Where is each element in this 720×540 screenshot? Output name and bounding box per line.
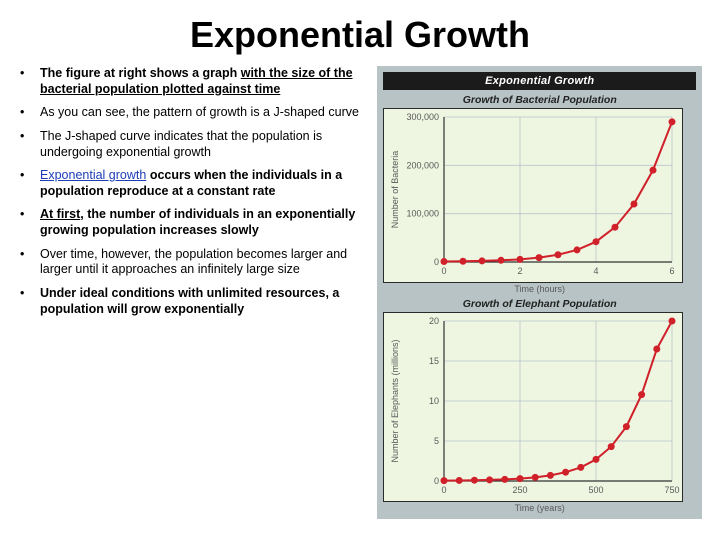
charts-holder: Growth of Bacterial Population0100,00020… [383,94,696,513]
chart-marker [517,475,524,482]
bullet-text: Under ideal conditions with unlimited re… [40,286,369,317]
chart-marker [517,256,524,263]
chart-marker [532,474,539,481]
bullet-item: •Exponential growth occurs when the indi… [18,168,369,199]
svg-text:100,000: 100,000 [407,209,440,219]
chart-block: Growth of Elephant Population 0 5 10 15 20 0 25… [383,298,696,513]
bullet-dot: • [18,247,40,278]
chart-marker [498,257,505,264]
bullet-list: •The figure at right shows a graph with … [18,66,369,519]
svg-text:10: 10 [429,396,439,406]
chart-marker [547,472,554,479]
bullet-dot: • [18,105,40,121]
chart-marker [669,318,676,325]
svg-text:20: 20 [429,316,439,326]
chart-line [444,122,672,262]
svg-text:0: 0 [434,476,439,486]
svg-text:6: 6 [670,266,675,276]
chart-marker [487,476,494,483]
bullet-text: As you can see, the pattern of growth is… [40,105,369,121]
chart-marker [456,477,463,484]
svg-text:0: 0 [434,257,439,267]
svg-text:300,000: 300,000 [407,112,440,122]
slide: Exponential Growth •The figure at right … [0,0,720,540]
bullet-dot: • [18,286,40,317]
svg-text:750: 750 [665,485,680,495]
chart-svg: 0 100,000 200,000 300,000 0 2 4 6 Number of Bact… [384,109,684,284]
svg-text:15: 15 [429,356,439,366]
chart-marker [623,423,630,430]
chart-box: 0 100,000 200,000 300,000 0 2 4 6 Number of Bact… [383,108,683,283]
chart-marker [441,258,448,265]
svg-text:2: 2 [518,266,523,276]
y-axis-label: Number of Elephants (millions) [390,339,400,462]
chart-marker [639,391,646,398]
bullet-dot: • [18,168,40,199]
chart-marker [441,477,448,484]
bullet-text: At first, the number of individuals in a… [40,207,369,238]
chart-box: 0 5 10 15 20 0 250 500 750 Number of Elephants (m… [383,312,683,502]
chart-marker [593,238,600,245]
chart-marker [563,469,570,476]
chart-block: Growth of Bacterial Population0100,00020… [383,94,696,294]
svg-text:4: 4 [594,266,599,276]
chart-marker [460,258,467,265]
chart-title: Growth of Bacterial Population [383,94,696,106]
chart-marker [612,224,619,231]
bullet-item: •As you can see, the pattern of growth i… [18,105,369,121]
bullet-dot: • [18,207,40,238]
x-axis-label: Time (hours) [383,284,696,294]
chart-marker [669,118,676,125]
chart-svg: 0 5 10 15 20 0 250 500 750 Number of Elephants (m… [384,313,684,503]
bullet-item: •The J-shaped curve indicates that the p… [18,129,369,160]
bullet-text: Exponential growth occurs when the indiv… [40,168,369,199]
chart-marker [471,477,478,484]
bullet-dot: • [18,66,40,97]
bullet-item: •At first, the number of individuals in … [18,207,369,238]
x-axis-label: Time (years) [383,503,696,513]
svg-text:5: 5 [434,436,439,446]
figure-panel: Exponential Growth Growth of Bacterial P… [377,66,702,519]
bullet-text: Over time, however, the population becom… [40,247,369,278]
svg-text:0: 0 [442,485,447,495]
slide-title: Exponential Growth [18,14,702,56]
chart-marker [631,201,638,208]
chart-marker [502,476,509,483]
chart-marker [650,167,657,174]
content-row: •The figure at right shows a graph with … [18,66,702,519]
chart-marker [608,443,615,450]
chart-marker [654,346,661,353]
chart-marker [574,246,581,253]
chart-marker [593,456,600,463]
bullet-text: The J-shaped curve indicates that the po… [40,129,369,160]
svg-text:250: 250 [513,485,528,495]
chart-title: Growth of Elephant Population [383,298,696,310]
bullet-dot: • [18,129,40,160]
bullet-item: •The figure at right shows a graph with … [18,66,369,97]
bullet-text: The figure at right shows a graph with t… [40,66,369,97]
bullet-item: •Over time, however, the population beco… [18,247,369,278]
chart-marker [479,257,486,264]
svg-text:500: 500 [589,485,604,495]
bullet-item: •Under ideal conditions with unlimited r… [18,286,369,317]
chart-marker [555,251,562,258]
svg-text:200,000: 200,000 [407,160,440,170]
figure-panel-title: Exponential Growth [383,72,696,90]
chart-marker [578,464,585,471]
chart-marker [536,254,543,261]
y-axis-label: Number of Bacteria [390,151,400,229]
svg-text:0: 0 [442,266,447,276]
